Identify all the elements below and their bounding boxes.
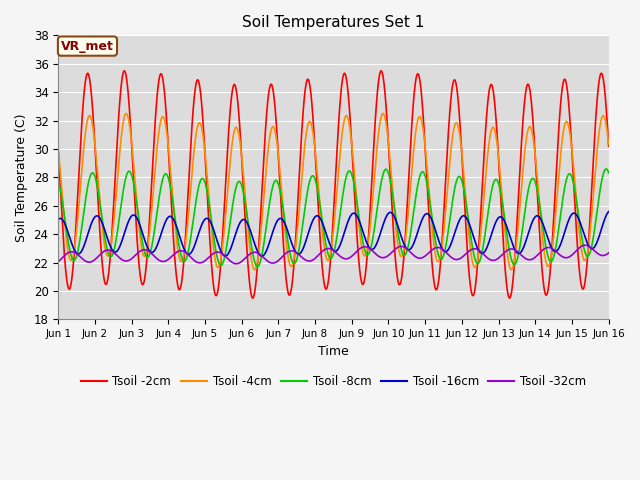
Tsoil -8cm xyxy=(605,169,612,175)
Tsoil -8cm xyxy=(172,224,180,229)
Tsoil -4cm xyxy=(397,253,404,259)
Tsoil -16cm xyxy=(553,248,561,254)
Tsoil -16cm xyxy=(397,232,404,238)
Tsoil -4cm xyxy=(208,232,216,238)
Tsoil -4cm xyxy=(605,142,612,147)
Tsoil -2cm xyxy=(120,68,128,74)
Tsoil -8cm xyxy=(387,182,395,188)
Y-axis label: Soil Temperature (C): Soil Temperature (C) xyxy=(15,113,28,241)
Tsoil -8cm xyxy=(397,245,404,251)
Tsoil -2cm xyxy=(54,149,62,155)
Tsoil -32cm xyxy=(605,250,612,256)
Tsoil -2cm xyxy=(553,162,561,168)
Tsoil -32cm xyxy=(553,249,561,255)
Tsoil -4cm xyxy=(605,140,612,146)
Tsoil -4cm xyxy=(173,235,180,240)
Tsoil -32cm xyxy=(208,252,216,257)
Tsoil -8cm xyxy=(208,222,216,228)
Tsoil -8cm xyxy=(602,166,610,172)
Tsoil -4cm xyxy=(387,170,395,176)
Tsoil -2cm xyxy=(605,141,612,146)
Line: Tsoil -16cm: Tsoil -16cm xyxy=(58,212,609,256)
Tsoil -32cm xyxy=(54,259,62,264)
Tsoil -16cm xyxy=(604,209,612,215)
Tsoil -32cm xyxy=(387,250,395,256)
Tsoil -16cm xyxy=(605,209,612,215)
Tsoil -2cm xyxy=(605,143,612,149)
Tsoil -8cm xyxy=(253,264,261,270)
Title: Soil Temperatures Set 1: Soil Temperatures Set 1 xyxy=(243,15,424,30)
Tsoil -2cm xyxy=(173,272,180,278)
Tsoil -16cm xyxy=(387,210,395,216)
Tsoil -32cm xyxy=(605,250,612,256)
Text: VR_met: VR_met xyxy=(61,39,114,53)
Line: Tsoil -2cm: Tsoil -2cm xyxy=(58,71,609,298)
Tsoil -32cm xyxy=(172,250,180,255)
Legend: Tsoil -2cm, Tsoil -4cm, Tsoil -8cm, Tsoil -16cm, Tsoil -32cm: Tsoil -2cm, Tsoil -4cm, Tsoil -8cm, Tsoi… xyxy=(76,371,591,393)
Tsoil -4cm xyxy=(553,199,561,204)
Line: Tsoil -4cm: Tsoil -4cm xyxy=(58,113,609,270)
Line: Tsoil -32cm: Tsoil -32cm xyxy=(58,245,609,264)
Tsoil -16cm xyxy=(172,223,180,228)
Tsoil -2cm xyxy=(506,295,513,301)
Tsoil -16cm xyxy=(258,253,266,259)
Tsoil -32cm xyxy=(581,242,589,248)
Tsoil -2cm xyxy=(397,279,404,285)
Tsoil -2cm xyxy=(387,191,395,196)
Tsoil -8cm xyxy=(553,240,561,246)
Tsoil -16cm xyxy=(54,216,62,222)
Tsoil -4cm xyxy=(508,267,515,273)
Tsoil -8cm xyxy=(54,179,62,184)
Tsoil -4cm xyxy=(122,110,130,116)
Tsoil -32cm xyxy=(232,261,240,266)
Tsoil -2cm xyxy=(208,269,216,275)
Tsoil -4cm xyxy=(54,147,62,153)
X-axis label: Time: Time xyxy=(318,345,349,358)
Line: Tsoil -8cm: Tsoil -8cm xyxy=(58,169,609,267)
Tsoil -16cm xyxy=(208,222,216,228)
Tsoil -8cm xyxy=(605,170,612,176)
Tsoil -32cm xyxy=(397,243,404,249)
